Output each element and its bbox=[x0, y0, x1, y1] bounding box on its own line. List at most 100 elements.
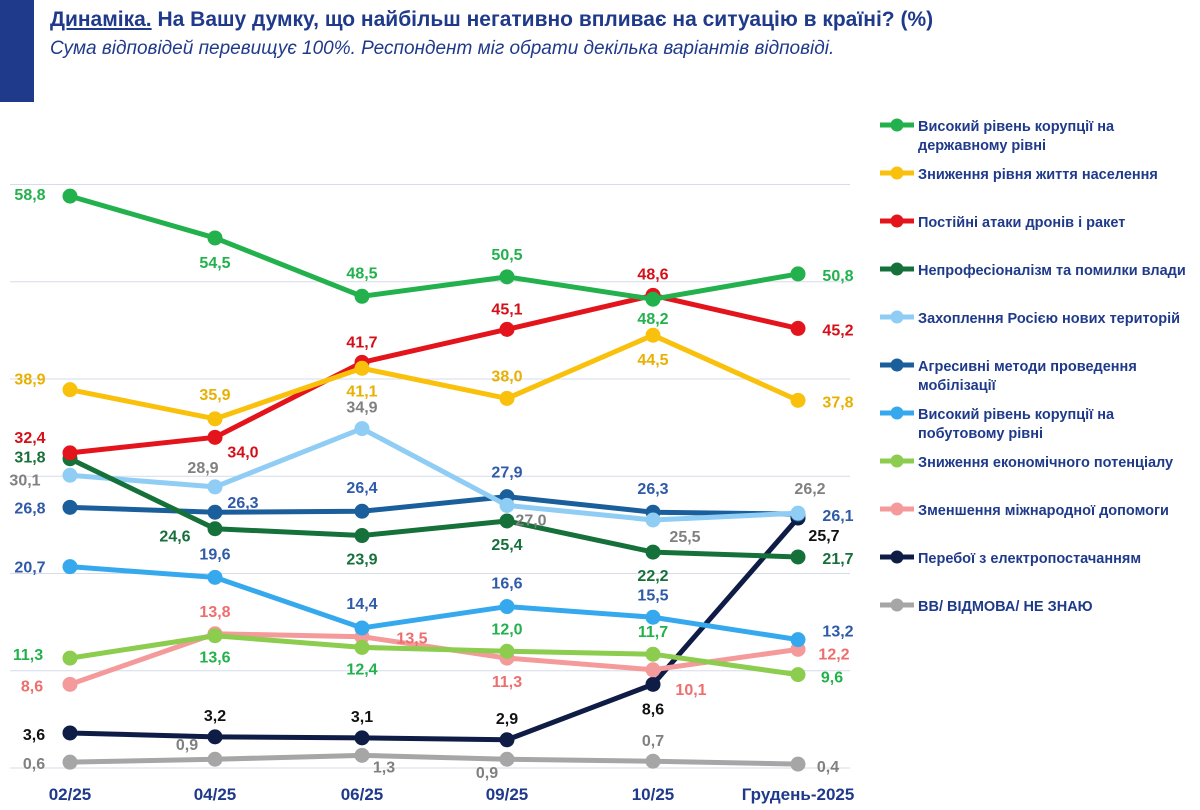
data-label: 9,6 bbox=[821, 670, 843, 687]
data-point bbox=[499, 643, 515, 659]
data-point bbox=[790, 667, 806, 683]
data-label: 11,3 bbox=[492, 674, 522, 691]
data-point bbox=[207, 628, 223, 644]
data-label: 34,9 bbox=[346, 400, 377, 417]
data-point bbox=[62, 445, 78, 461]
data-label: 26,2 bbox=[794, 481, 825, 498]
data-label: 28,9 bbox=[187, 460, 218, 477]
legend-line-marker-icon bbox=[880, 598, 914, 612]
data-label: 41,1 bbox=[346, 383, 377, 400]
data-label: 16,6 bbox=[491, 576, 522, 593]
data-label: 0,7 bbox=[642, 733, 664, 750]
legend-label: Високий рівень корупції на державному рі… bbox=[918, 119, 1115, 154]
x-tick-label: Грудень-2025 bbox=[742, 785, 855, 804]
data-label: 26,3 bbox=[637, 481, 668, 498]
data-label: 0,9 bbox=[476, 765, 498, 782]
data-point bbox=[207, 479, 223, 495]
legend-label: Захоплення Росією нових територій bbox=[918, 311, 1181, 327]
legend-label: Зниження рівня життя населення bbox=[918, 167, 1158, 183]
data-label: 27,0 bbox=[515, 512, 546, 529]
data-label: 21,7 bbox=[822, 551, 853, 568]
data-label: 13,2 bbox=[822, 624, 853, 641]
data-label: 48,6 bbox=[637, 266, 668, 283]
series-line bbox=[69, 633, 799, 678]
legend-label: Агресивні методи проведення мобілізації bbox=[918, 359, 1137, 394]
legend-line-marker-icon bbox=[880, 214, 914, 228]
x-tick-label: 04/25 bbox=[194, 785, 237, 804]
data-point bbox=[62, 676, 78, 692]
data-label: 20,7 bbox=[14, 560, 45, 577]
data-point bbox=[354, 528, 370, 544]
data-point bbox=[62, 754, 78, 770]
data-point bbox=[62, 559, 78, 575]
legend-line-marker-icon bbox=[880, 550, 914, 564]
data-label: 13,8 bbox=[199, 604, 230, 621]
series-line bbox=[69, 193, 799, 302]
data-label: 35,9 bbox=[199, 387, 230, 404]
data-label: 13,5 bbox=[396, 631, 427, 648]
legend-line-marker-icon bbox=[880, 358, 914, 372]
data-point bbox=[207, 230, 223, 246]
legend-line-marker-icon bbox=[880, 262, 914, 276]
title-prefix: Динаміка. bbox=[50, 8, 152, 31]
chart-subtitle: Сума відповідей перевищує 100%. Респонде… bbox=[50, 38, 835, 59]
data-label: 2,9 bbox=[496, 711, 518, 728]
data-point bbox=[62, 467, 78, 483]
x-tick-label: 10/25 bbox=[632, 785, 675, 804]
data-label: 23,9 bbox=[346, 552, 377, 569]
legend-line-marker-icon bbox=[880, 118, 914, 132]
data-label: 25,5 bbox=[669, 529, 700, 546]
title-text: На Вашу думку, що найбільш негативно впл… bbox=[151, 8, 934, 31]
data-label: 12,4 bbox=[346, 661, 377, 678]
data-point bbox=[499, 751, 515, 767]
data-label: 48,5 bbox=[346, 265, 377, 282]
side-accent-bar bbox=[0, 0, 34, 102]
data-label: 26,3 bbox=[227, 495, 258, 512]
data-point bbox=[207, 411, 223, 427]
data-label: 45,2 bbox=[822, 322, 853, 339]
data-point bbox=[645, 544, 661, 560]
data-point bbox=[499, 497, 515, 513]
data-label: 26,8 bbox=[14, 500, 45, 517]
data-label: 3,1 bbox=[351, 709, 373, 726]
data-label: 54,5 bbox=[199, 255, 230, 272]
data-point bbox=[62, 650, 78, 666]
data-label: 8,6 bbox=[21, 678, 43, 695]
data-point bbox=[645, 512, 661, 528]
data-label: 32,4 bbox=[14, 430, 45, 447]
data-label: 25,7 bbox=[808, 528, 839, 545]
data-point bbox=[207, 429, 223, 445]
data-point bbox=[499, 732, 515, 748]
data-label: 11,7 bbox=[638, 624, 668, 641]
data-point bbox=[790, 505, 806, 521]
data-point bbox=[645, 676, 661, 692]
data-point bbox=[499, 269, 515, 285]
data-label: 14,4 bbox=[346, 596, 377, 613]
legend-label: Зменшення міжнародної допомоги bbox=[918, 503, 1169, 519]
data-point bbox=[499, 599, 515, 615]
data-label: 50,5 bbox=[491, 247, 522, 264]
data-point bbox=[645, 662, 661, 678]
data-point bbox=[62, 188, 78, 204]
data-label: 19,6 bbox=[199, 546, 230, 563]
series-line bbox=[69, 426, 799, 523]
data-point bbox=[499, 390, 515, 406]
data-point bbox=[62, 499, 78, 515]
data-label: 31,8 bbox=[14, 450, 45, 467]
series-line bbox=[69, 494, 799, 517]
legend-label: Зниження економічного потенціалу bbox=[918, 455, 1174, 471]
data-point bbox=[645, 609, 661, 625]
data-point bbox=[62, 725, 78, 741]
data-point bbox=[207, 504, 223, 520]
data-label: 3,2 bbox=[204, 708, 226, 725]
data-label: 37,8 bbox=[822, 394, 853, 411]
data-point bbox=[790, 392, 806, 408]
legend-line-marker-icon bbox=[880, 166, 914, 180]
data-label: 0,4 bbox=[817, 759, 839, 776]
data-point bbox=[499, 513, 515, 529]
data-label: 3,6 bbox=[23, 727, 45, 744]
data-label: 26,1 bbox=[822, 508, 853, 525]
data-label: 41,7 bbox=[346, 334, 377, 351]
series-line bbox=[69, 332, 800, 422]
data-point bbox=[354, 747, 370, 763]
